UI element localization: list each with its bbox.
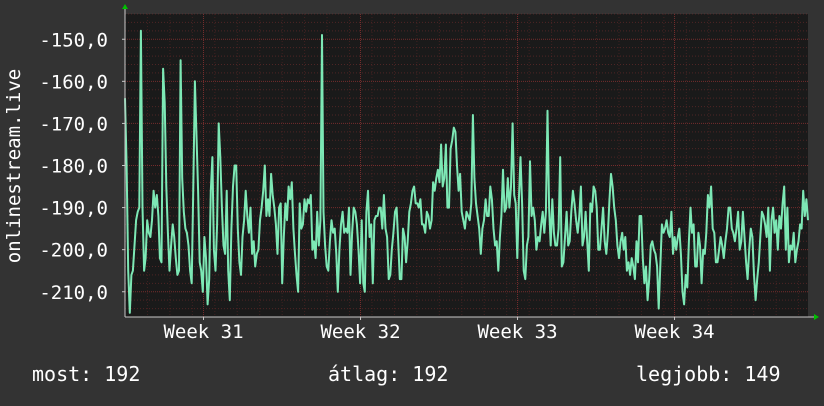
x-tick-label: Week 32 — [320, 321, 400, 343]
x-axis-arrow — [814, 314, 819, 320]
stat-best: legjobb: 149 — [636, 362, 781, 386]
axes — [122, 4, 819, 320]
stat-average: átlag: 192 — [328, 362, 448, 386]
y-tick-label: -210,0 — [39, 282, 108, 304]
y-tick-label: -200,0 — [39, 240, 108, 262]
x-tick-label: Week 31 — [163, 321, 243, 343]
series-line-0 — [124, 29, 809, 314]
x-tick-label: Week 33 — [477, 321, 557, 343]
stat-current: most: 192 — [32, 362, 140, 386]
y-tick-label: -150,0 — [39, 29, 108, 51]
x-tick-label: Week 34 — [635, 321, 715, 343]
series-layer — [124, 29, 809, 314]
x-tick-labels: Week 31 Week 32 Week 33 Week 34 — [163, 317, 715, 343]
stat-current-value: 192 — [104, 362, 141, 386]
y-axis-arrow — [122, 4, 128, 9]
plot-area — [125, 14, 808, 317]
stat-average-label: átlag: — [328, 362, 401, 386]
y-tick-label: -180,0 — [39, 156, 108, 178]
stat-current-label: most: — [32, 362, 93, 386]
y-tick-labels: -150,0 -160,0 -170,0 -180,0 -190,0 -200,0 -210… — [39, 29, 125, 304]
stat-best-value: 149 — [744, 362, 781, 386]
y-axis-label: onlinestream.live — [3, 69, 25, 263]
stat-best-label: legjobb: — [636, 362, 733, 386]
y-tick-label: -160,0 — [39, 71, 108, 93]
y-tick-label: -190,0 — [39, 198, 108, 220]
stat-average-value: 192 — [412, 362, 449, 386]
y-tick-label: -170,0 — [39, 113, 108, 135]
